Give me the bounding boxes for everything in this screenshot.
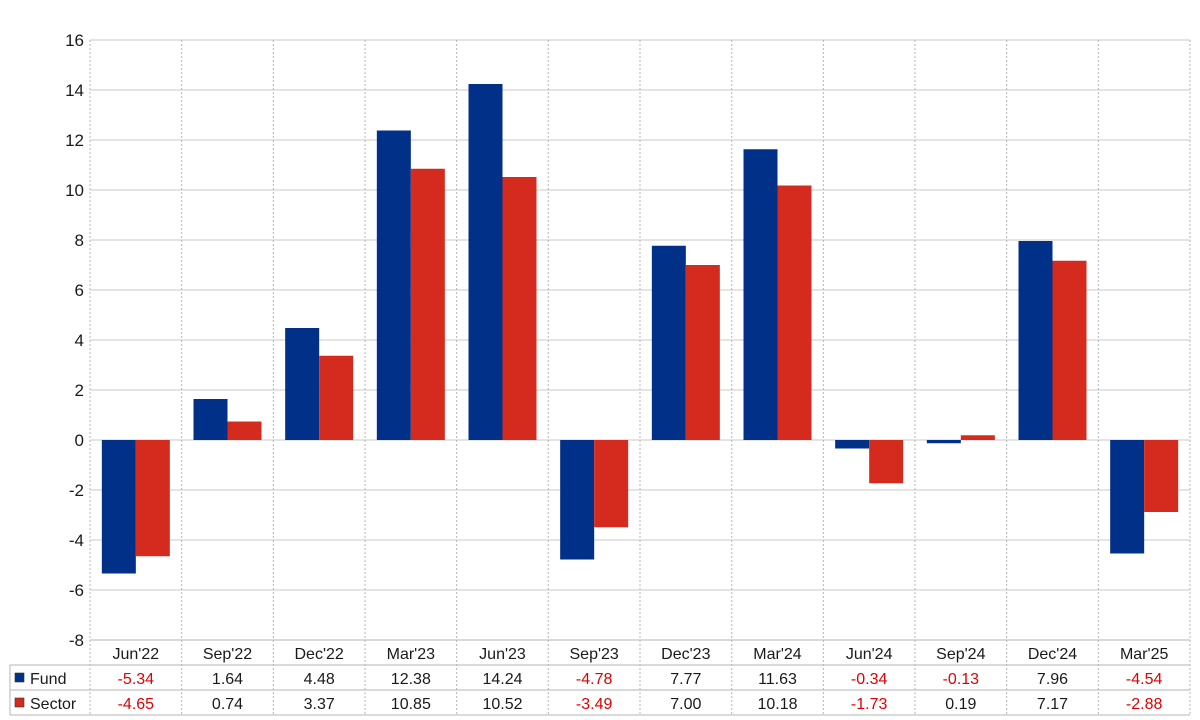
x-tick-label: Mar'24	[753, 646, 802, 663]
legend-label-fund: Fund	[30, 671, 66, 688]
bar-fund-5	[560, 440, 595, 560]
bar-sector-6	[685, 265, 720, 440]
y-tick-label: -8	[69, 631, 84, 650]
bar-sector-7	[777, 185, 812, 440]
bar-marks	[101, 84, 1179, 574]
data-label-sector: 10.85	[391, 696, 431, 713]
bar-fund-6	[651, 245, 686, 440]
bar-fund-3	[376, 130, 411, 440]
bar-fund-0	[101, 440, 136, 574]
x-tick-label: Jun'23	[479, 646, 526, 663]
y-tick-label: 8	[75, 231, 84, 250]
y-tick-label: -2	[69, 481, 84, 500]
bar-sector-5	[594, 440, 629, 528]
y-tick-label: -6	[69, 581, 84, 600]
bar-fund-1	[193, 399, 228, 440]
y-axis-tick-labels: 16 14 12 10 8 6 4 2 0 -2 -4 -6 -8	[65, 31, 84, 650]
x-tick-label: Sep'22	[203, 646, 252, 663]
data-label-sector: 0.74	[212, 696, 243, 713]
data-table: Jun'22 Sep'22 Dec'22 Mar'23 Jun'23 Sep'23 Dec'…	[9, 639, 1191, 716]
x-tick-label: Dec'22	[295, 646, 344, 663]
x-tick-label: Sep'23	[570, 646, 619, 663]
y-tick-label: 12	[65, 131, 84, 150]
data-label-fund: -4.78	[576, 671, 613, 688]
data-label-fund: 12.38	[391, 671, 431, 688]
y-tick-label: -4	[69, 531, 84, 550]
bar-sector-8	[869, 440, 904, 484]
y-tick-label: 6	[75, 281, 84, 300]
bar-sector-0	[135, 440, 170, 557]
bar-sector-4	[502, 177, 537, 440]
bar-fund-10	[1018, 241, 1053, 440]
bar-sector-2	[319, 355, 354, 440]
data-label-fund: -4.54	[1126, 671, 1163, 688]
bar-fund-2	[285, 328, 320, 440]
x-tick-label: Mar'23	[387, 646, 436, 663]
data-label-sector: -2.88	[1126, 696, 1163, 713]
bar-fund-4	[468, 84, 503, 440]
y-tick-label: 10	[65, 181, 84, 200]
bar-sector-10	[1052, 260, 1087, 440]
bar-fund-9	[926, 440, 961, 444]
bar-fund-11	[1110, 440, 1145, 554]
x-tick-label: Jun'22	[113, 646, 160, 663]
data-label-fund: -5.34	[118, 671, 155, 688]
x-tick-label: Dec'23	[661, 646, 710, 663]
bar-sector-11	[1144, 440, 1179, 512]
data-label-fund: 11.63	[758, 671, 797, 688]
legend-swatch-sector	[14, 697, 25, 708]
x-tick-label: Jun'24	[846, 646, 893, 663]
y-tick-label: 14	[65, 81, 84, 100]
bar-sector-9	[960, 435, 995, 440]
y-tick-label: 2	[75, 381, 84, 400]
data-label-fund: 14.24	[482, 671, 522, 688]
data-label-sector: -1.73	[851, 696, 888, 713]
data-label-sector: 10.52	[482, 696, 522, 713]
bar-sector-1	[227, 421, 262, 440]
data-label-sector: 7.00	[670, 696, 701, 713]
data-label-fund: 7.96	[1037, 671, 1068, 688]
y-tick-label: 0	[75, 431, 84, 450]
data-label-fund: -0.13	[943, 671, 980, 688]
data-label-sector: 3.37	[304, 696, 335, 713]
x-tick-label: Sep'24	[936, 646, 985, 663]
bar-fund-7	[743, 149, 778, 440]
y-tick-label: 4	[75, 331, 84, 350]
legend-label-sector: Sector	[30, 696, 77, 713]
data-label-fund: 1.64	[212, 671, 243, 688]
data-label-sector: 10.18	[757, 696, 797, 713]
y-tick-label: 16	[65, 31, 84, 50]
legend-swatch-fund	[14, 672, 25, 683]
data-label-sector: 0.19	[945, 696, 976, 713]
data-label-sector: -4.65	[118, 696, 155, 713]
data-label-fund: 4.48	[304, 671, 335, 688]
data-label-sector: 7.17	[1037, 696, 1068, 713]
x-tick-label: Mar'25	[1120, 646, 1169, 663]
data-label-sector: -3.49	[576, 696, 613, 713]
data-label-fund: 7.77	[670, 671, 701, 688]
x-tick-label: Dec'24	[1028, 646, 1077, 663]
bar-sector-3	[410, 168, 445, 440]
bar-fund-8	[835, 440, 870, 449]
data-label-fund: -0.34	[851, 671, 888, 688]
